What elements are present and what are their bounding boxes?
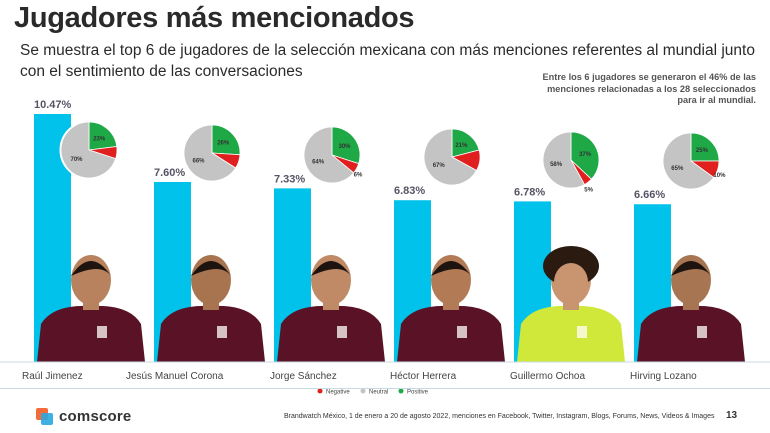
pie-slice-positive bbox=[88, 121, 118, 151]
category-label: Hirving Lozano bbox=[630, 371, 697, 382]
legend-marker-positive bbox=[398, 388, 404, 394]
page-title: Jugadores más mencionados bbox=[14, 2, 415, 34]
legend-marker-neutral bbox=[360, 388, 366, 394]
summary-note: Entre los 6 jugadores se generaron el 46… bbox=[542, 72, 756, 105]
page-subtitle: Se muestra el top 6 de jugadores de la s… bbox=[20, 42, 755, 80]
pie-label-neutral: 66% bbox=[192, 158, 205, 164]
player-photo bbox=[637, 255, 745, 362]
pie-slice-neutral bbox=[303, 126, 355, 184]
legend-marker-negative bbox=[317, 388, 323, 394]
category-label: Jesús Manuel Corona bbox=[126, 371, 224, 382]
player-photo bbox=[397, 255, 505, 362]
pie-label-positive: 37% bbox=[579, 152, 592, 158]
pie-slice-positive bbox=[211, 124, 241, 156]
category-label: Guillermo Ochoa bbox=[510, 371, 585, 382]
comscore-logo: comscore bbox=[36, 408, 131, 425]
pie-slice-positive bbox=[451, 128, 480, 158]
bar-value-label: 10.47% bbox=[34, 99, 72, 111]
pie-label-positive: 21% bbox=[455, 143, 468, 149]
pie-label-positive: 23% bbox=[93, 136, 106, 142]
player-photo bbox=[517, 246, 625, 362]
bar-value-label: 6.78% bbox=[514, 186, 545, 198]
pie-label-positive: 26% bbox=[217, 141, 230, 147]
bar-value-label: 6.66% bbox=[634, 189, 665, 201]
bar-value-label: 6.83% bbox=[394, 185, 425, 197]
bar-value-label: 7.33% bbox=[274, 173, 305, 185]
pie-slice-positive bbox=[690, 132, 720, 162]
pie-slice-positive bbox=[570, 131, 600, 180]
pie-slice-neutral bbox=[60, 121, 117, 179]
pie-label-negative: 10% bbox=[713, 173, 726, 179]
pie-label-neutral: 58% bbox=[550, 162, 563, 168]
pie-label-negative: 5% bbox=[584, 187, 593, 193]
pie-label-neutral: 65% bbox=[671, 166, 684, 172]
player-photo bbox=[277, 255, 385, 362]
pie-slice-neutral bbox=[423, 128, 478, 186]
brand-name: comscore bbox=[59, 408, 132, 425]
pie-label-neutral: 67% bbox=[433, 163, 446, 169]
legend-label-positive: Positive bbox=[407, 390, 429, 396]
pie-slice-positive bbox=[331, 126, 361, 165]
pie-slice-neutral bbox=[183, 124, 237, 182]
category-label: Héctor Herrera bbox=[390, 371, 457, 382]
pie-slice-neutral bbox=[662, 132, 715, 190]
category-label: Raúl Jimenez bbox=[22, 371, 83, 382]
footer-divider bbox=[0, 388, 770, 389]
bar-value-label: 7.60% bbox=[154, 167, 185, 179]
pie-label-neutral: 70% bbox=[70, 157, 83, 163]
player-photo bbox=[157, 255, 265, 362]
source-note: Brandwatch México, 1 de enero a 20 de ag… bbox=[284, 413, 715, 420]
pie-label-positive: 30% bbox=[338, 144, 351, 150]
category-label: Jorge Sánchez bbox=[270, 371, 337, 382]
legend-label-negative: Negative bbox=[326, 390, 350, 396]
player-photo bbox=[37, 255, 145, 362]
pie-label-negative: 6% bbox=[354, 172, 363, 178]
page-number: 13 bbox=[726, 410, 738, 421]
pie-label-neutral: 64% bbox=[312, 160, 325, 166]
comscore-logo-icon bbox=[36, 408, 53, 425]
pie-label-positive: 25% bbox=[696, 148, 709, 154]
legend-label-neutral: Neutral bbox=[369, 390, 388, 396]
pie-slice-neutral bbox=[542, 131, 586, 189]
